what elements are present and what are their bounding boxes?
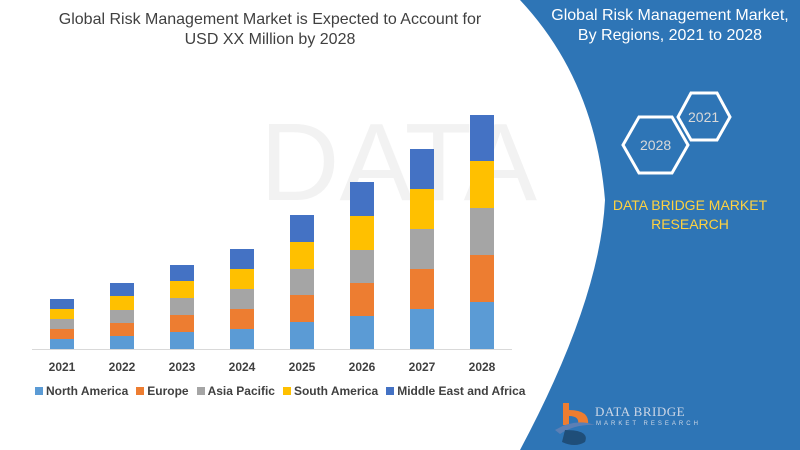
bar-2021-asia-pacific (50, 319, 74, 329)
watermark: DATA (260, 101, 538, 224)
bar-2022-south-america (110, 296, 134, 310)
bar-2027-middle-east-and-africa (410, 149, 434, 189)
bar-2024-europe (230, 309, 254, 329)
legend-label: Middle East and Africa (397, 384, 526, 398)
title-line-1: Global Risk Management Market is Expecte… (58, 11, 482, 28)
legend-swatch (196, 387, 205, 395)
bar-2022-north-america (110, 336, 134, 349)
x-tick-label: 2025 (289, 360, 316, 374)
bar-2023-north-america (170, 332, 194, 349)
legend-swatch (282, 387, 291, 395)
x-tick-label: 2023 (169, 360, 196, 374)
bar-2024-north-america (230, 329, 254, 349)
logo-subtext: MARKET RESEARCH (596, 421, 701, 427)
bar-2021-europe (50, 329, 74, 339)
bar-2025-middle-east-and-africa (290, 215, 314, 242)
legend-item: Asia Pacific (196, 384, 275, 398)
bar-2024-asia-pacific (230, 289, 254, 309)
chart-title: Global Risk Management Market is Expecte… (40, 10, 500, 50)
bar-2024-south-america (230, 269, 254, 289)
x-tick-label: 2028 (469, 360, 496, 374)
bar-2026-asia-pacific (350, 250, 374, 283)
bar-2023-south-america (170, 281, 194, 298)
bar-2026-europe (350, 283, 374, 316)
legend-item: Europe (136, 384, 189, 398)
legend-swatch (136, 387, 145, 395)
bar-2028-south-america (470, 161, 494, 208)
bar-2027-north-america (410, 309, 434, 349)
bar-2021-middle-east-and-africa (50, 299, 74, 309)
side-title: Global Risk Management Market, By Region… (545, 6, 795, 46)
bar-2026-north-america (350, 316, 374, 349)
bar-2025-north-america (290, 322, 314, 349)
legend-item: Middle East and Africa (386, 384, 525, 398)
bar-2028-north-america (470, 302, 494, 349)
side-title-line-1: Global Risk Management Market, (551, 7, 789, 24)
bar-2022-asia-pacific (110, 310, 134, 323)
bar-2021-south-america (50, 309, 74, 319)
hexagon-2028 (621, 115, 690, 175)
bar-2027-asia-pacific (410, 229, 434, 269)
brand-text: DATA BRIDGE MARKET RESEARCH (600, 196, 780, 234)
bar-2026-middle-east-and-africa (350, 182, 374, 216)
bar-2028-middle-east-and-africa (470, 115, 494, 161)
side-title-line-2: By Regions, 2021 to 2028 (577, 27, 763, 44)
bar-2021-north-america (50, 339, 74, 349)
bar-2028-europe (470, 255, 494, 302)
bar-2028-asia-pacific (470, 208, 494, 255)
side-panel (520, 0, 800, 450)
bar-2023-asia-pacific (170, 298, 194, 315)
hex-label-end: 2028 (640, 137, 672, 153)
legend-swatch (386, 387, 395, 395)
x-tick-label: 2026 (349, 360, 376, 374)
stacked-bar-chart: 2021 2022 2023 2024 2025 2026 2027 2028 (32, 115, 512, 374)
title-line-2: USD XX Million by 2028 (184, 31, 356, 48)
bar-2023-europe (170, 315, 194, 332)
hex-label-start: 2021 (688, 109, 720, 125)
legend-label: Europe (147, 384, 189, 398)
x-tick-label: 2027 (409, 360, 436, 374)
bar-2027-europe (410, 269, 434, 309)
bar-2025-europe (290, 295, 314, 322)
bar-2026-south-america (350, 216, 374, 250)
legend: North America Europe Asia Pacific South Ame… (35, 384, 525, 398)
x-tick-label: 2024 (229, 360, 256, 374)
bar-2022-middle-east-and-africa (110, 283, 134, 296)
brand-line-1: DATA BRIDGE MARKET (612, 197, 768, 213)
x-tick-label: 2022 (109, 360, 136, 374)
hexagon-2021 (676, 91, 732, 142)
legend-item: South America (282, 384, 379, 398)
legend-label: South America (293, 384, 379, 398)
legend-label: Asia Pacific (207, 384, 275, 398)
logo-icon (555, 403, 595, 445)
bar-2022-europe (110, 323, 134, 336)
bar-2024-middle-east-and-africa (230, 249, 254, 269)
brand-line-2: RESEARCH (651, 216, 729, 232)
bar-2025-south-america (290, 242, 314, 269)
bar-2025-asia-pacific (290, 269, 314, 295)
logo-text: DATA BRIDGE (595, 404, 686, 419)
legend-label: North America (46, 384, 129, 398)
legend-item: North America (35, 384, 128, 398)
bar-2027-south-america (410, 189, 434, 229)
bar-2023-middle-east-and-africa (170, 265, 194, 281)
legend-swatch (35, 387, 43, 395)
x-tick-label: 2021 (49, 360, 76, 374)
